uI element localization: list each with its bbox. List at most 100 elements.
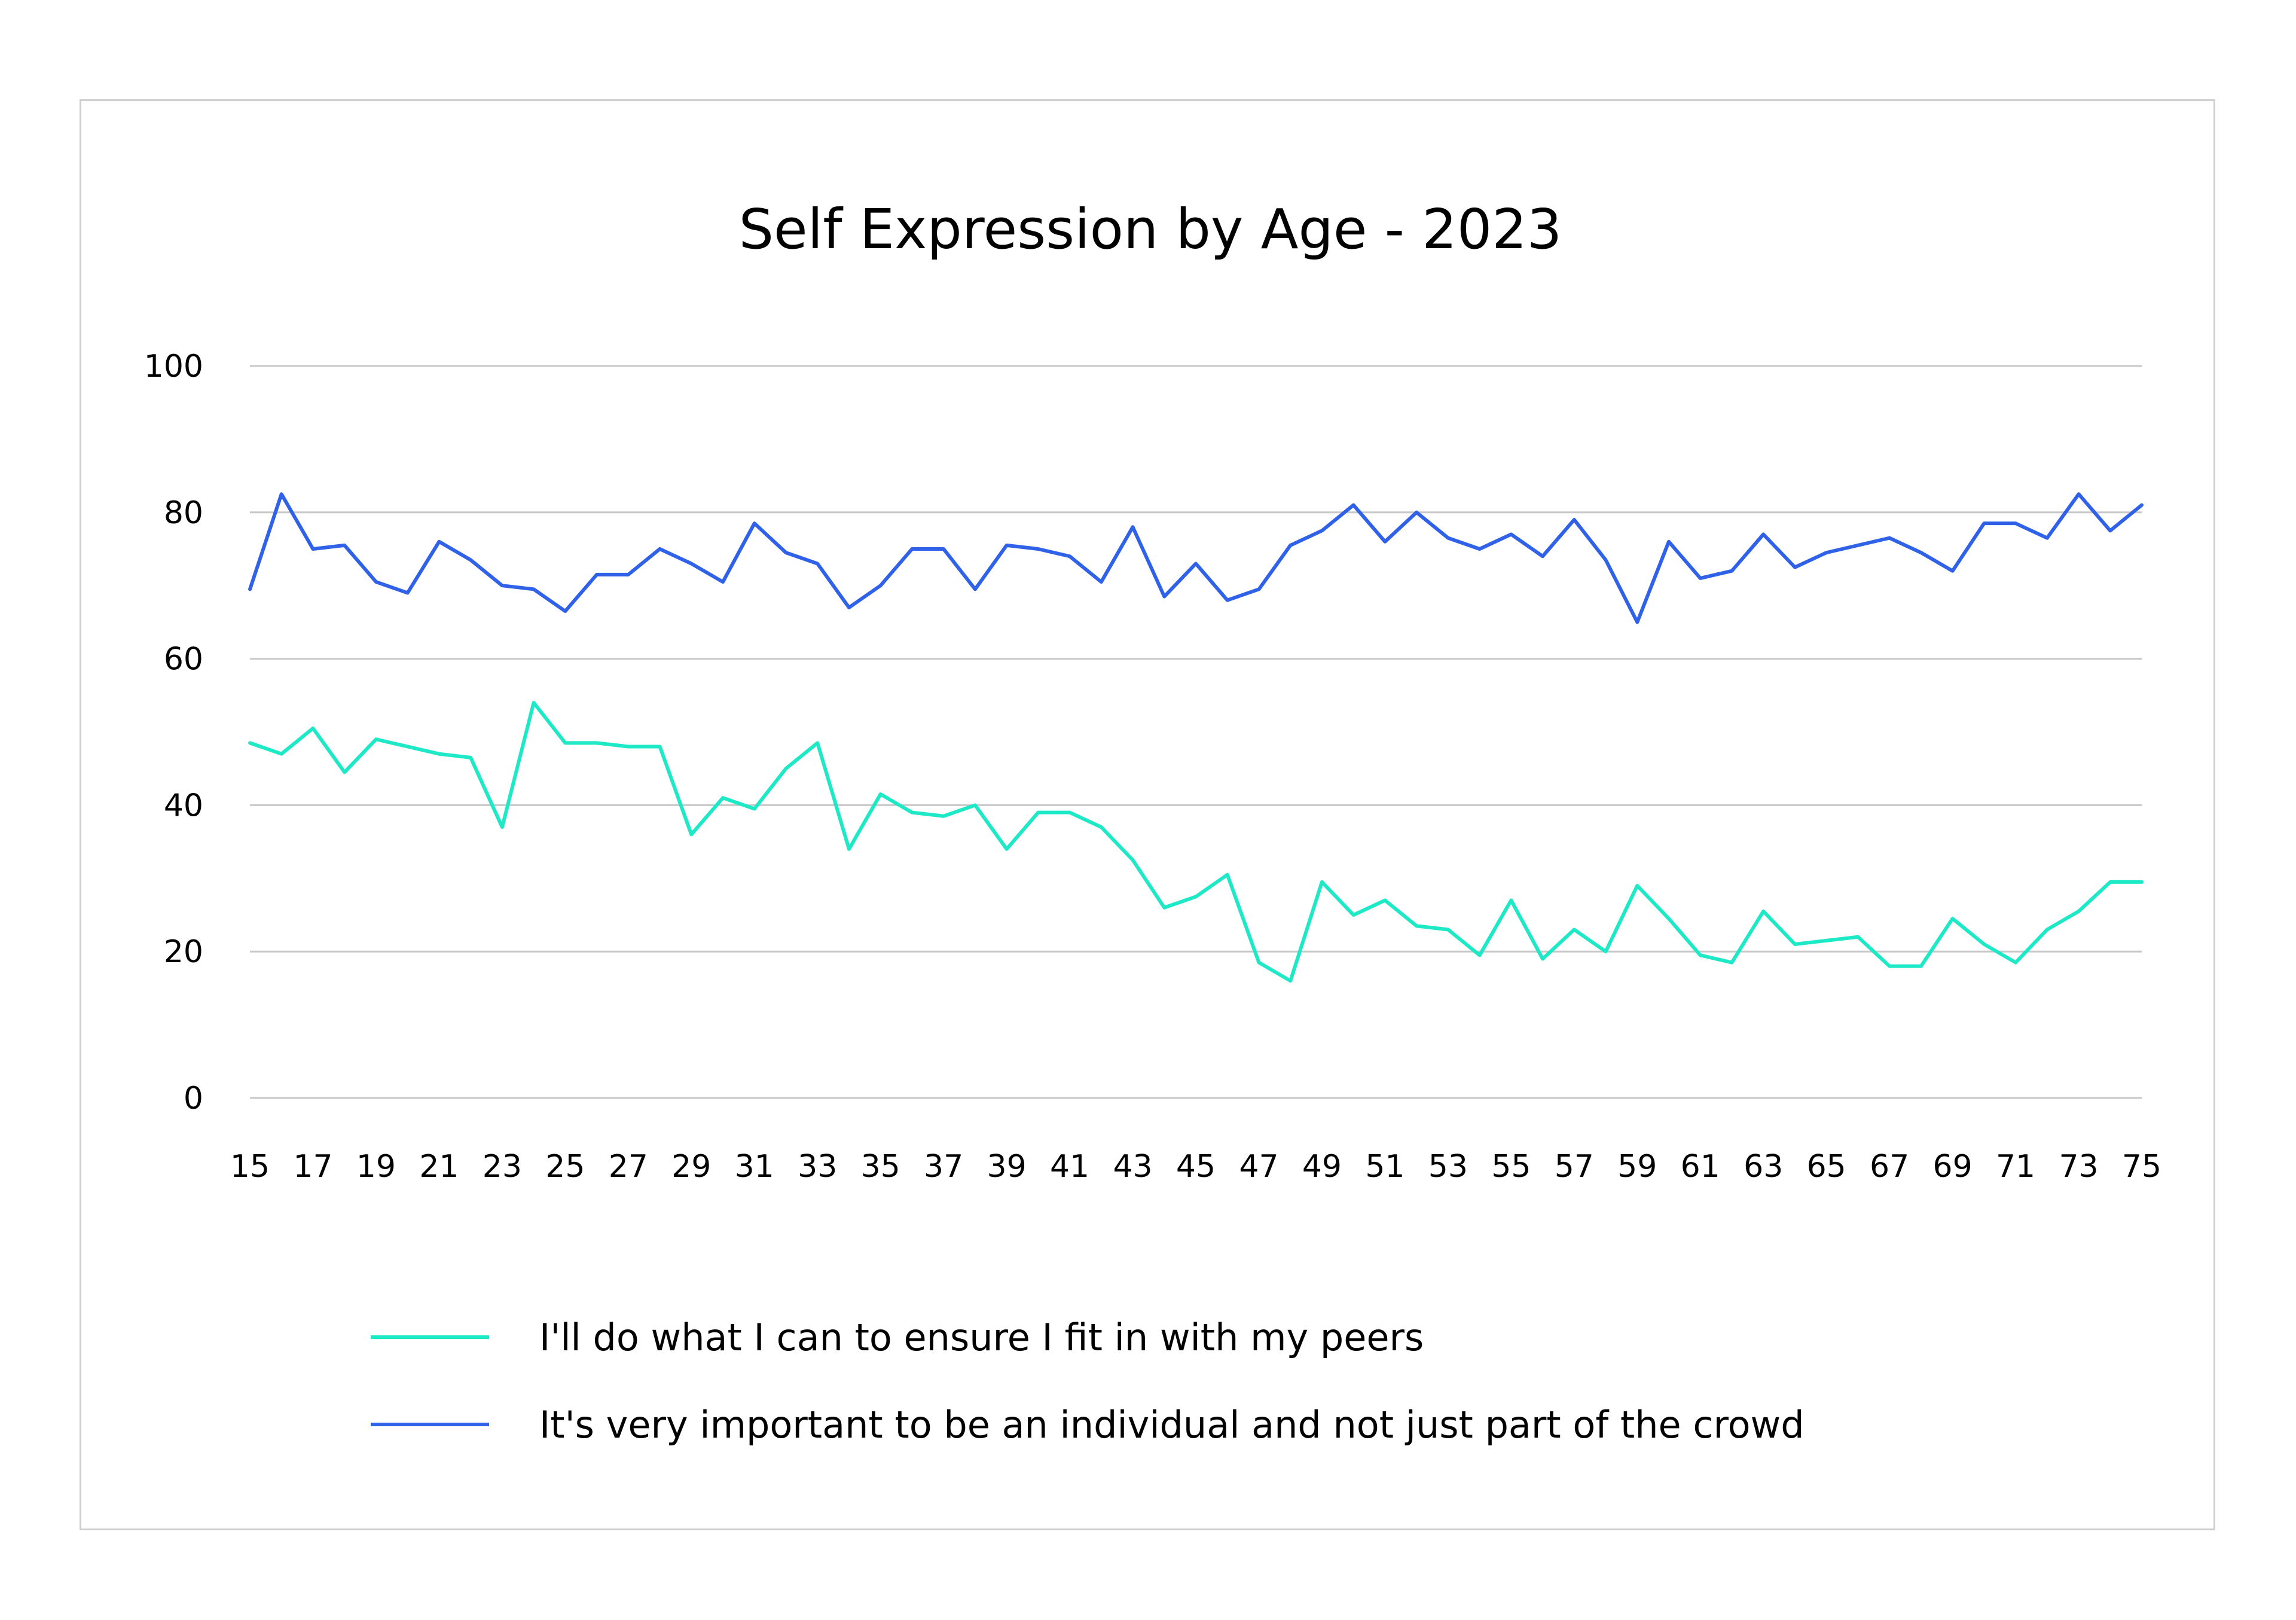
data-point — [1226, 873, 1229, 877]
data-point — [1667, 917, 1671, 920]
data-point — [1383, 540, 1387, 544]
data-point — [1604, 558, 1608, 562]
data-point — [469, 756, 472, 759]
data-point — [973, 803, 977, 807]
data-point — [1761, 533, 1765, 536]
data-point — [879, 584, 883, 587]
data-point — [910, 547, 914, 551]
data-point — [910, 811, 914, 814]
data-point — [1919, 965, 1923, 968]
data-point — [1667, 540, 1671, 544]
gridlines — [250, 365, 2142, 1099]
x-tick-label: 41 — [1050, 1149, 1089, 1185]
data-point — [2140, 880, 2144, 884]
data-point — [437, 752, 441, 756]
data-point — [1982, 521, 1986, 525]
data-point — [311, 727, 315, 730]
data-point — [1162, 595, 1166, 599]
data-point — [2045, 928, 2049, 931]
x-tick-label: 63 — [1744, 1149, 1783, 1185]
x-tick-label: 45 — [1176, 1149, 1216, 1185]
chart-title: Self Expression by Age - 2023 — [739, 197, 1562, 261]
legend: I'll do what I can to ensure I fit in wi… — [371, 1316, 1805, 1447]
data-point — [942, 547, 945, 551]
x-tick-label: 29 — [671, 1149, 711, 1185]
data-point — [1100, 580, 1103, 584]
data-point — [1352, 913, 1355, 917]
x-tick-label: 73 — [2059, 1149, 2098, 1185]
x-tick-label: 49 — [1302, 1149, 1342, 1185]
data-point — [1951, 917, 1955, 920]
x-tick-label: 71 — [1996, 1149, 2035, 1185]
data-point — [1573, 928, 1576, 931]
x-tick-label: 39 — [987, 1149, 1027, 1185]
data-point — [784, 767, 787, 770]
data-point — [1068, 554, 1071, 558]
data-point — [595, 741, 599, 745]
data-point — [1825, 939, 1828, 942]
chart-frame — [80, 99, 2215, 1530]
data-point — [1730, 961, 1733, 965]
data-point — [1635, 620, 1639, 624]
data-point — [532, 587, 536, 591]
data-point — [753, 807, 756, 811]
y-tick-label: 20 — [164, 934, 203, 970]
x-axis-ticks: 15 17 19 21 23 25 27 29 31 33 35 37 39 41 43 45 47 49 51 53… — [230, 1149, 2161, 1185]
data-point — [1699, 576, 1702, 580]
data-point — [406, 745, 410, 748]
y-tick-label: 0 — [184, 1081, 203, 1116]
data-point — [1289, 544, 1292, 547]
x-tick-label: 33 — [798, 1149, 837, 1185]
data-point — [1541, 554, 1544, 558]
data-point — [1036, 547, 1040, 551]
x-tick-label: 65 — [1807, 1149, 1846, 1185]
data-point — [1005, 847, 1009, 851]
data-point — [437, 540, 441, 544]
legend-label-2: It's very important to be an individual … — [539, 1403, 1805, 1447]
data-point — [1509, 899, 1513, 902]
data-point — [1888, 965, 1891, 968]
data-point — [1352, 504, 1355, 507]
series-line-1 — [248, 701, 2144, 983]
data-point — [1635, 884, 1639, 887]
data-point — [500, 825, 504, 829]
data-point — [1951, 569, 1955, 573]
data-point — [658, 745, 662, 748]
data-point — [1036, 811, 1040, 814]
data-point — [1888, 536, 1891, 540]
data-point — [1604, 950, 1608, 953]
data-point — [973, 587, 977, 591]
data-point — [2014, 961, 2017, 965]
series-line-2 — [248, 492, 2144, 624]
x-tick-label: 37 — [924, 1149, 963, 1185]
x-tick-label: 75 — [2122, 1149, 2161, 1185]
data-point — [1383, 899, 1387, 902]
legend-label-1: I'll do what I can to ensure I fit in wi… — [539, 1316, 1424, 1359]
data-point — [1982, 942, 1986, 946]
x-tick-label: 19 — [356, 1149, 396, 1185]
data-point — [1478, 953, 1482, 957]
x-tick-label: 61 — [1681, 1149, 1720, 1185]
data-point — [1730, 569, 1733, 573]
data-point — [2108, 880, 2112, 884]
data-point — [816, 562, 819, 565]
data-point — [1100, 825, 1103, 829]
data-point — [1194, 562, 1198, 565]
data-point — [595, 573, 599, 576]
x-tick-label: 25 — [545, 1149, 585, 1185]
y-tick-label: 100 — [144, 349, 203, 385]
data-point — [1226, 599, 1229, 602]
data-point — [753, 521, 756, 525]
data-point — [1919, 551, 1923, 554]
data-point — [563, 609, 567, 613]
data-point — [280, 492, 283, 496]
data-point — [1415, 924, 1418, 928]
x-tick-label: 15 — [230, 1149, 270, 1185]
data-point — [248, 741, 252, 745]
data-point — [879, 792, 883, 796]
data-point — [1478, 547, 1482, 551]
x-tick-label: 21 — [419, 1149, 459, 1185]
data-point — [658, 547, 662, 551]
data-point — [816, 741, 819, 745]
